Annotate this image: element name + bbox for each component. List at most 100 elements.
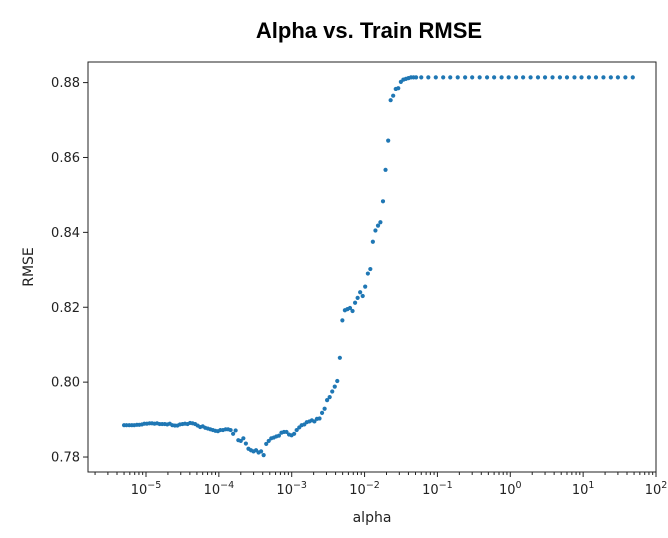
y-tick-label: 0.86 (51, 151, 80, 166)
data-point (332, 384, 337, 389)
data-point (355, 295, 360, 300)
y-tick-label: 0.82 (51, 301, 80, 316)
data-point (312, 419, 317, 424)
x-tick-label: 100 (499, 480, 522, 498)
data-point (391, 93, 396, 98)
data-point (484, 75, 490, 80)
data-point (238, 438, 243, 444)
data-point (463, 75, 468, 80)
data-point (380, 199, 386, 204)
x-axis-label: alpha (353, 510, 392, 526)
data-point (623, 75, 628, 80)
data-point (542, 75, 548, 80)
data-point (383, 167, 388, 172)
x-tick-base: 10 (276, 483, 293, 498)
x-tick-base: 10 (422, 483, 439, 498)
x-tick-label: 10−1 (422, 480, 453, 498)
x-tick-label: 101 (572, 480, 595, 498)
x-tick-base: 10 (499, 483, 516, 498)
data-point (572, 75, 577, 80)
axes-frame (87, 61, 657, 473)
x-tick-exponent: 0 (516, 480, 522, 491)
data-point (294, 427, 299, 433)
data-point (324, 398, 330, 403)
y-tick-label: 0.84 (51, 226, 80, 241)
data-point (228, 427, 233, 433)
data-point (535, 75, 541, 80)
x-tick-exponent: −4 (220, 480, 234, 491)
data-point (337, 355, 342, 360)
data-point (327, 395, 332, 400)
data-point (455, 75, 460, 80)
x-tick-base: 10 (131, 483, 148, 498)
x-tick-label: 102 (645, 480, 668, 498)
data-point (335, 378, 340, 384)
data-point (373, 228, 378, 233)
data-point (414, 75, 419, 80)
data-point (499, 75, 504, 80)
data-point (258, 449, 264, 454)
y-axis-ticks: 0.78 0.80 0.82 0.84 0.86 0.88 (51, 76, 88, 466)
x-minor-ticks (94, 472, 654, 475)
x-tick-exponent: −3 (293, 480, 307, 491)
data-point (506, 75, 511, 80)
x-tick-exponent: −5 (147, 480, 161, 491)
data-point (608, 75, 613, 80)
data-point (557, 75, 563, 80)
data-point (261, 453, 266, 458)
data-point (550, 75, 555, 80)
x-tick-exponent: 1 (588, 480, 594, 491)
data-point (386, 138, 391, 143)
x-axis-ticks: 10−5 10−4 10−3 10−2 10−1 100 101 102 (131, 472, 668, 498)
x-tick-exponent: 2 (661, 480, 667, 491)
data-point (266, 438, 271, 444)
data-point (233, 428, 238, 433)
data-point (243, 441, 248, 446)
x-tick-base: 10 (572, 483, 589, 498)
data-point (579, 75, 584, 80)
data-point (350, 308, 355, 314)
x-tick-label: 10−3 (276, 480, 307, 498)
x-tick-base: 10 (349, 483, 366, 498)
x-tick-exponent: −1 (439, 480, 453, 491)
data-point (375, 223, 381, 228)
y-axis-label: RMSE (21, 247, 37, 287)
data-point (441, 75, 446, 80)
data-point (477, 75, 482, 80)
data-point (396, 86, 401, 91)
data-point (330, 389, 335, 394)
data-points (121, 75, 635, 458)
data-point (358, 290, 363, 295)
x-tick-exponent: −2 (366, 480, 380, 491)
data-point (319, 410, 325, 415)
data-point (378, 220, 383, 225)
data-point (433, 75, 438, 80)
data-point (284, 429, 289, 435)
data-point (564, 75, 570, 80)
data-point (365, 271, 370, 276)
data-point (292, 431, 297, 436)
data-point (352, 300, 358, 305)
x-tick-label: 10−5 (131, 480, 162, 498)
data-point (513, 75, 519, 80)
y-tick-label: 0.80 (51, 376, 80, 391)
data-point (360, 293, 365, 299)
data-point (363, 284, 368, 289)
data-point (322, 406, 327, 411)
data-point (347, 305, 353, 311)
x-tick-base: 10 (645, 483, 662, 498)
data-point (528, 75, 533, 80)
data-point (276, 433, 281, 438)
data-point (601, 75, 606, 80)
data-point (370, 239, 375, 244)
data-point (368, 266, 373, 272)
chart-title: Alpha vs. Train RMSE (255, 18, 483, 43)
data-point (448, 75, 453, 80)
data-point (615, 75, 621, 80)
y-tick-label: 0.78 (51, 451, 80, 466)
data-point (241, 436, 246, 441)
data-point (317, 416, 322, 421)
x-tick-label: 10−2 (349, 480, 380, 498)
data-point (586, 75, 592, 80)
